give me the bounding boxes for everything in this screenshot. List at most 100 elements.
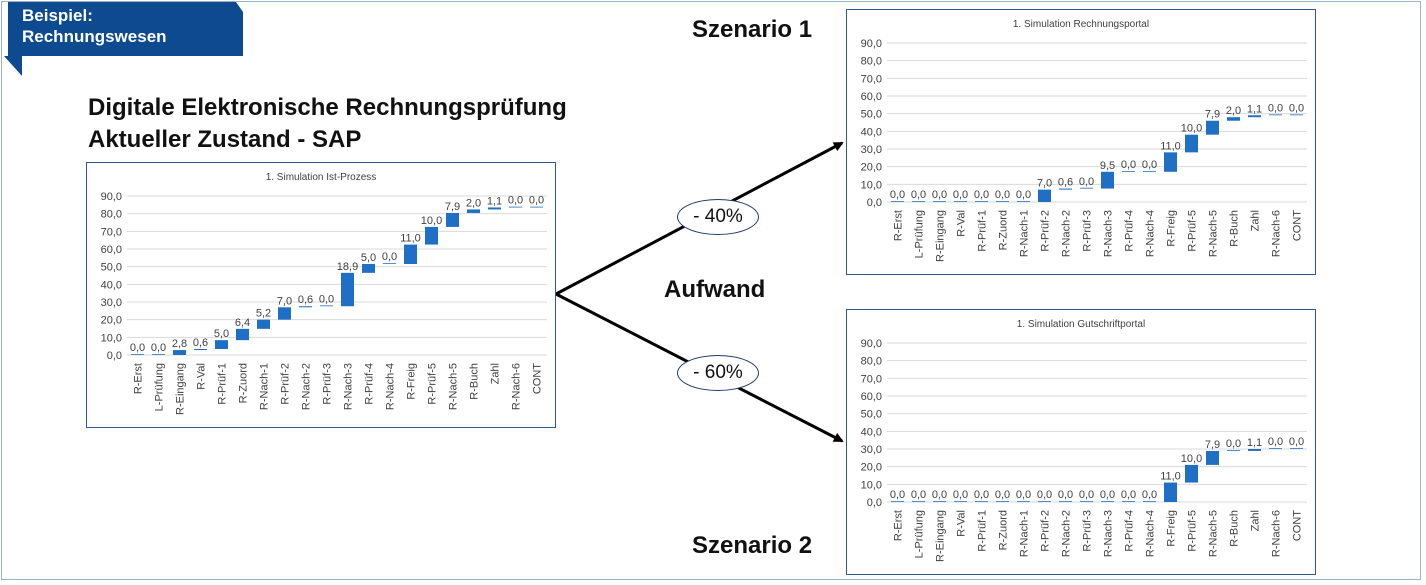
x-tick-label: R-Nach-3: [343, 363, 355, 410]
data-label: 0,0: [1016, 489, 1031, 501]
waterfall-bar: [995, 201, 1010, 202]
x-tick-label: R-Nach-2: [301, 363, 313, 410]
waterfall-bar: [1205, 120, 1220, 135]
waterfall-bar: [1058, 188, 1073, 190]
waterfall-bar: [911, 201, 926, 202]
waterfall-bar: [1121, 501, 1136, 502]
x-tick-label: R-Nach-5: [1208, 210, 1220, 257]
x-tick-label: R-Zuord: [998, 510, 1010, 550]
data-label: 0,0: [974, 489, 989, 501]
y-tick-label: 10,0: [101, 332, 122, 344]
badge-fold-shape: [4, 56, 22, 76]
data-label: 5,2: [256, 308, 271, 320]
x-tick-label: CONT: [532, 363, 544, 394]
waterfall-bar: [932, 201, 947, 202]
data-label: 0,0: [529, 195, 544, 207]
x-tick-label: R-Freig: [1166, 510, 1178, 547]
waterfall-bar: [1268, 114, 1283, 116]
waterfall-bar: [890, 501, 905, 502]
waterfall-bar: [1226, 450, 1241, 451]
badge-line-1: Beispiel:: [22, 6, 93, 25]
y-tick-label: 50,0: [861, 409, 882, 421]
data-label: 2,8: [172, 338, 187, 350]
reduction-40-bubble: - 40%: [677, 199, 759, 235]
data-label: 0,0: [911, 489, 926, 501]
data-label: 1,1: [1247, 103, 1262, 115]
waterfall-bar: [235, 328, 250, 341]
data-label: 0,0: [1079, 176, 1094, 188]
waterfall-bar: [214, 340, 229, 349]
x-tick-label: R-Nach-3: [1103, 510, 1115, 557]
y-tick-label: 90,0: [861, 38, 882, 50]
x-tick-label: R-Buch: [1229, 510, 1241, 547]
waterfall-bar: [193, 348, 208, 351]
data-label: 0,0: [1121, 489, 1136, 501]
y-tick-label: 80,0: [101, 209, 122, 221]
waterfall-bar: [911, 501, 926, 502]
data-label: 0,0: [974, 189, 989, 201]
x-tick-label: R-Erst: [893, 210, 905, 241]
waterfall-bar: [361, 264, 376, 273]
data-label: 0,0: [890, 489, 905, 501]
data-label: 0,0: [1289, 436, 1304, 448]
x-tick-label: R-Nach-1: [259, 363, 271, 410]
waterfall-bar: [340, 272, 355, 307]
waterfall-bar: [256, 319, 271, 329]
data-label: 0,0: [953, 489, 968, 501]
data-label: 0,6: [298, 294, 313, 306]
x-tick-label: R-Nach-4: [1145, 510, 1157, 557]
waterfall-bar: [953, 501, 968, 502]
chart-title: 1. Simulation Rechnungsportal: [1013, 19, 1149, 30]
scenario-2-label: Szenario 2: [692, 532, 813, 559]
waterfall-bar: [172, 350, 187, 355]
x-tick-label: CONT: [1292, 210, 1304, 241]
waterfall-bar: [319, 305, 334, 307]
reduction-60-bubble: - 60%: [677, 355, 759, 391]
x-tick-label: R-Prüf-3: [1082, 210, 1094, 252]
x-tick-label: L-Prüfung: [914, 510, 926, 558]
x-tick-label: R-Nach-6: [1271, 210, 1283, 257]
data-label: 0,0: [1058, 489, 1073, 501]
data-label: 0,0: [995, 489, 1010, 501]
data-label: 5,0: [214, 328, 229, 340]
x-tick-label: R-Erst: [133, 363, 145, 394]
x-tick-label: R-Prüf-5: [1187, 210, 1199, 252]
data-label: 0,0: [953, 189, 968, 201]
aufwand-label: Aufwand: [664, 276, 766, 303]
data-label: 7,9: [445, 201, 460, 213]
data-label: 0,6: [193, 337, 208, 349]
waterfall-bar: [151, 354, 166, 355]
data-label: 0,0: [1121, 159, 1136, 171]
data-label: 0,0: [890, 189, 905, 201]
data-label: 9,5: [1100, 160, 1115, 172]
y-tick-label: 30,0: [101, 297, 122, 309]
x-tick-label: R-Eingang: [175, 363, 187, 415]
chart-ist-prozess-svg: 1. Simulation Ist-Prozess 0,0 10,0 20,0 30,0…: [101, 172, 547, 415]
waterfall-bar: [1142, 170, 1157, 172]
waterfall-bar: [932, 501, 947, 502]
waterfall-bar: [529, 206, 544, 208]
waterfall-bar: [1100, 171, 1115, 189]
y-tick-label: 0,0: [867, 497, 882, 509]
main-heading-line-1: Digitale Elektronische Rechnungsprüfung: [88, 94, 567, 121]
data-label: 0,0: [319, 293, 334, 305]
y-tick-label: 90,0: [861, 338, 882, 350]
x-tick-label: R-Prüf-4: [1124, 510, 1136, 552]
x-tick-label: R-Val: [956, 210, 968, 237]
data-label: 0,0: [1037, 489, 1052, 501]
waterfall-bar: [1058, 501, 1073, 502]
y-tick-label: 0,0: [867, 197, 882, 209]
x-tick-label: R-Nach-6: [511, 363, 523, 410]
x-tick-label: R-Nach-2: [1061, 210, 1073, 257]
y-tick-label: 40,0: [861, 426, 882, 438]
y-tick-label: 60,0: [861, 391, 882, 403]
data-label: 0,0: [1079, 489, 1094, 501]
x-tick-label: R-Nach-6: [1271, 510, 1283, 557]
x-tick-label: R-Eingang: [935, 510, 947, 562]
data-label: 0,0: [995, 189, 1010, 201]
data-label: 18,9: [337, 261, 358, 273]
chart-title: 1. Simulation Gutschriftportal: [1017, 319, 1145, 330]
data-label: 5,0: [361, 252, 376, 264]
waterfall-bar: [1289, 114, 1304, 116]
data-label: 0,0: [508, 195, 523, 207]
